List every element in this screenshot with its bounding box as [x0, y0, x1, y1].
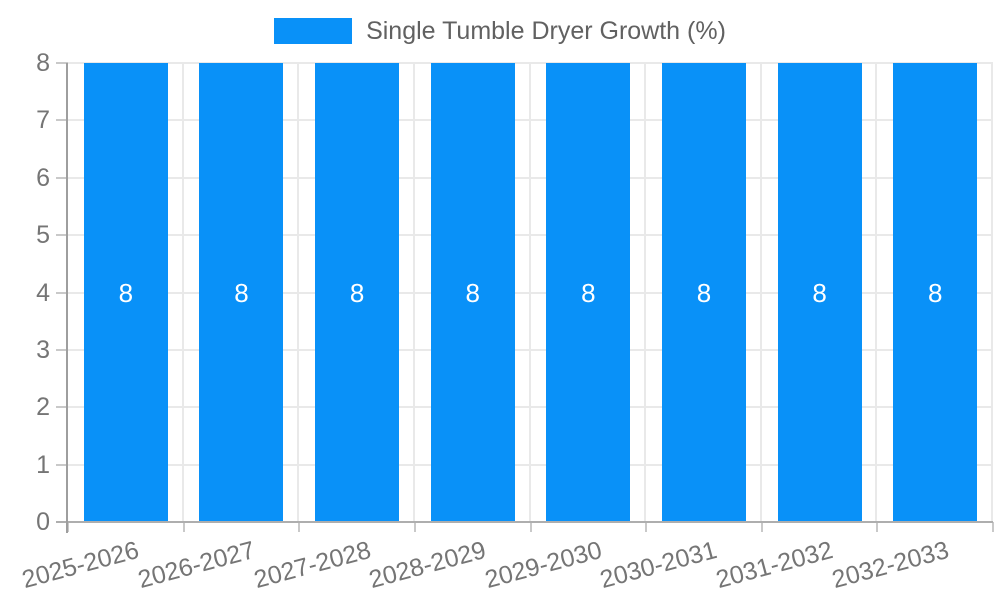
- x-axis-tick: [67, 522, 69, 532]
- gridline-vertical: [412, 63, 415, 522]
- bar-value-label: 8: [927, 277, 943, 308]
- y-axis-label: 2: [36, 393, 50, 422]
- x-axis-tick: [413, 522, 416, 532]
- gridline-horizontal: [68, 348, 993, 351]
- y-axis-tick: [56, 62, 68, 64]
- bar-value-label: 8: [581, 277, 596, 308]
- gridline-horizontal: [68, 406, 993, 409]
- x-axis-tick: [992, 522, 994, 532]
- gridline-horizontal: [68, 291, 993, 294]
- bar-value-label: 8: [812, 277, 827, 308]
- bar[interactable]: 8: [199, 63, 284, 522]
- gridline-horizontal: [68, 463, 993, 466]
- bar-value-label: 8: [696, 277, 712, 308]
- x-axis-label: 2026-2027: [134, 536, 258, 594]
- y-axis-label: 1: [36, 450, 50, 479]
- bar-value-label: 8: [118, 277, 134, 308]
- gridline-vertical: [181, 63, 184, 522]
- x-axis-tick: [298, 522, 301, 532]
- gridline-vertical: [528, 63, 531, 522]
- bar-value-label: 8: [349, 277, 365, 308]
- bar[interactable]: 8: [430, 63, 515, 522]
- legend-item[interactable]: Single Tumble Dryer Growth (%): [274, 17, 726, 46]
- y-axis-label: 0: [36, 508, 50, 536]
- y-axis-label: 7: [36, 106, 50, 135]
- y-axis-line: [66, 63, 68, 533]
- x-axis-label: 2025-2026: [19, 536, 143, 594]
- x-axis-label: 2031-2032: [713, 536, 836, 594]
- y-axis-label: 5: [36, 221, 50, 250]
- gridline-vertical: [875, 63, 878, 522]
- y-axis-label: 6: [36, 163, 50, 192]
- bar-value-label: 8: [234, 277, 249, 308]
- bar[interactable]: 8: [777, 63, 862, 522]
- y-axis-tick: [56, 463, 68, 466]
- x-axis-tick: [529, 522, 532, 532]
- y-axis-label: 3: [36, 335, 50, 364]
- x-axis-tick: [760, 522, 763, 532]
- gridline-vertical: [759, 63, 762, 522]
- y-axis-tick: [56, 119, 68, 122]
- gridline-vertical: [297, 63, 300, 522]
- y-axis: 0 1 2 3 4 5 6 7 8: [0, 49, 68, 536]
- legend-label: Single Tumble Dryer Growth (%): [366, 16, 726, 45]
- gridline-horizontal: [68, 62, 993, 64]
- x-axis-label: 2032-2033: [828, 536, 952, 594]
- y-axis-tick: [56, 348, 68, 351]
- y-axis-label: 8: [36, 49, 50, 77]
- gridline-vertical: [644, 63, 647, 522]
- bar[interactable]: 8: [546, 63, 631, 522]
- bar[interactable]: 8: [893, 63, 978, 522]
- x-axis-label: 2030-2031: [597, 536, 721, 594]
- gridline-vertical: [991, 63, 993, 522]
- bar-value-label: 8: [465, 277, 480, 308]
- y-axis-tick: [56, 234, 68, 237]
- legend: Single Tumble Dryer Growth (%): [0, 17, 1000, 45]
- y-axis-tick: [56, 406, 68, 409]
- y-axis-tick: [56, 176, 68, 179]
- plot-area: 8 8 8 8 8 8 8 8: [56, 62, 993, 523]
- bar[interactable]: 8: [315, 63, 400, 522]
- x-axis-tick: [182, 522, 185, 532]
- x-axis-label: 2029-2030: [481, 536, 605, 594]
- x-axis-tick: [876, 522, 879, 532]
- x-axis-label: 2027-2028: [250, 536, 374, 594]
- gridline-horizontal: [68, 234, 993, 237]
- legend-swatch: [274, 18, 353, 44]
- x-axis-baseline: [56, 521, 993, 523]
- y-axis-label: 4: [36, 278, 50, 307]
- bar[interactable]: 8: [83, 63, 168, 522]
- y-axis-tick: [56, 291, 68, 294]
- gridline-horizontal: [68, 176, 993, 179]
- gridline-horizontal: [68, 119, 993, 122]
- bar[interactable]: 8: [661, 63, 746, 522]
- x-axis-tick: [645, 522, 648, 532]
- x-axis-label: 2028-2029: [366, 536, 489, 594]
